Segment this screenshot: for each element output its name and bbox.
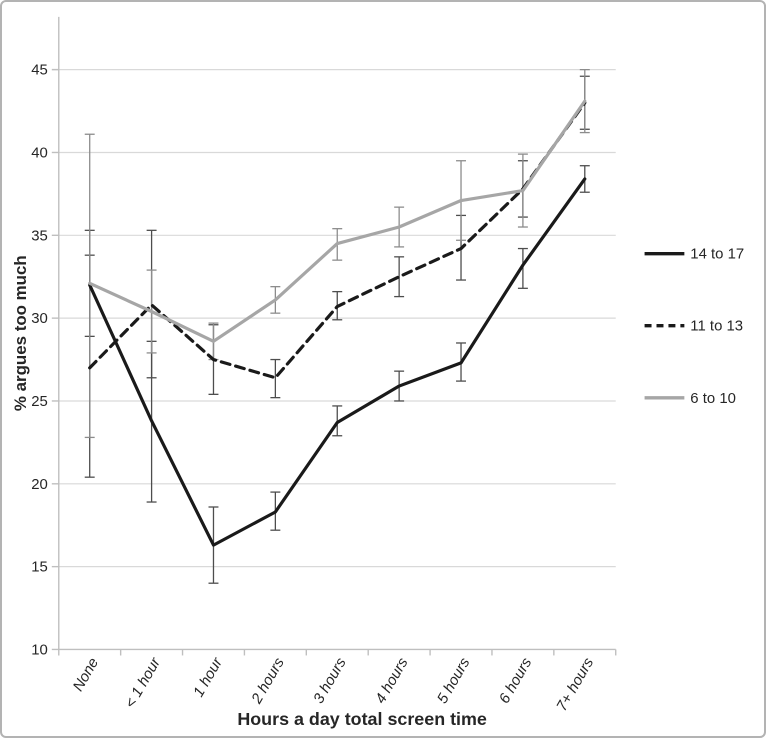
y-tick-label: 25 [31,394,48,410]
axes: 10 15 20 25 30 35 40 45 None < 1 hour 1 hour 2 hour… [31,16,617,714]
y-tick-label: 10 [31,642,48,658]
x-tick-label: 5 hours [435,655,474,707]
legend: 14 to 17 11 to 13 6 to 10 [644,247,744,407]
x-tick-label: 7+ hours [554,655,597,714]
y-tick-label: 20 [31,477,48,493]
legend-item-14-to-17: 14 to 17 [644,247,744,263]
x-tick-label: 3 hours [311,655,350,707]
legend-label: 6 to 10 [690,391,736,407]
legend-label: 14 to 17 [690,247,744,263]
x-tick-label: 4 hours [373,655,412,707]
y-tick-label: 45 [31,63,48,79]
x-tick-label: None [70,655,102,694]
y-tick-label: 30 [31,311,48,327]
x-tick-label: 2 hours [249,655,288,707]
y-tick-label: 35 [31,228,48,244]
series-line-11-to-13 [88,101,587,380]
error-bars-6-to-10 [84,68,590,439]
x-tick-label: 1 hour [191,655,227,701]
legend-label: 11 to 13 [690,319,743,335]
legend-item-6-to-10: 6 to 10 [644,391,736,407]
y-tick-label: 15 [31,560,48,576]
series-line-6-to-10 [88,99,587,343]
x-axis-title: Hours a day total screen time [237,709,487,729]
series-line-14-to-17 [88,177,587,547]
y-tick-label: 40 [31,145,48,161]
legend-item-11-to-13: 11 to 13 [644,319,743,335]
x-tick-label: 6 hours [497,655,536,707]
x-tick-label: < 1 hour [123,655,165,712]
y-axis-title: % argues too much [11,255,30,411]
